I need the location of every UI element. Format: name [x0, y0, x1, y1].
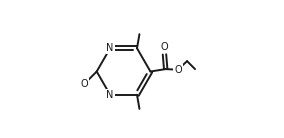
Text: N: N: [106, 90, 114, 100]
Text: O: O: [161, 42, 168, 52]
Text: O: O: [81, 79, 88, 89]
Text: O: O: [174, 65, 182, 75]
Text: N: N: [106, 43, 114, 53]
